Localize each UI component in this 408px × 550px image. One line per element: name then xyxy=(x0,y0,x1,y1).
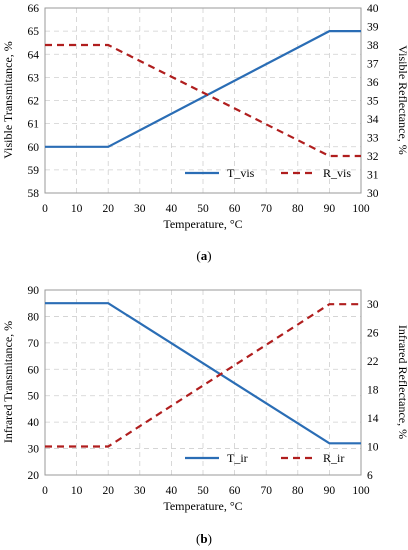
panel-label: (b) xyxy=(196,531,212,546)
chart-panel-1: 0 10 20 30 40 50 60 70 80 90 100 58 59 60 61 62 63 64 65 66… xyxy=(1,3,408,263)
legend-label-r_vis: R_vis xyxy=(323,166,351,180)
x-tick-label: 0 xyxy=(42,485,48,497)
x-tick-label: 70 xyxy=(260,485,272,497)
y-tick-label: 20 xyxy=(28,470,40,482)
x-tick-label: 60 xyxy=(229,203,241,215)
y2-tick-label: 38 xyxy=(367,40,379,52)
x-tick-label: 90 xyxy=(324,485,336,497)
y-axis-label: Visible Transmitance, % xyxy=(1,41,15,159)
y-tick-label: 63 xyxy=(28,72,40,84)
x-tick-label: 80 xyxy=(292,485,304,497)
y-tick-label: 90 xyxy=(28,285,40,297)
y2-tick-label: 30 xyxy=(367,299,379,311)
y2-tick-label: 22 xyxy=(367,356,379,368)
y-tick-label: 80 xyxy=(28,311,40,323)
x-tick-label: 40 xyxy=(166,203,178,215)
x-axis-label: Temperature, °C xyxy=(163,217,242,231)
y2-tick-label: 33 xyxy=(367,133,379,145)
series-line-t_ir xyxy=(45,302,361,445)
y2-tick-label: 36 xyxy=(367,77,379,89)
legend-label-r_ir: R_ir xyxy=(323,451,344,465)
series-line-t_vis xyxy=(45,30,361,148)
x-tick-label: 0 xyxy=(42,203,48,215)
y-tick-label: 60 xyxy=(28,142,40,154)
y2-axis-label: Infrared Reflectance, % xyxy=(396,325,408,439)
y2-tick-label: 35 xyxy=(367,96,379,108)
x-tick-label: 10 xyxy=(71,203,83,215)
x-tick-label: 80 xyxy=(292,203,304,215)
y-tick-label: 30 xyxy=(28,444,40,456)
chart-panel-2: 0 10 20 30 40 50 60 70 80 90 100 20 30 40 50 60 70 80 90 6 1… xyxy=(1,285,408,546)
y2-tick-label: 6 xyxy=(367,470,373,482)
y-tick-label: 65 xyxy=(28,26,40,38)
y-tick-label: 40 xyxy=(28,417,40,429)
x-tick-label: 100 xyxy=(352,485,370,497)
y2-tick-label: 40 xyxy=(367,3,379,15)
y-tick-label: 64 xyxy=(28,49,40,61)
x-tick-label: 30 xyxy=(134,203,146,215)
x-tick-label: 70 xyxy=(260,203,272,215)
y2-tick-label: 14 xyxy=(367,413,379,425)
series-line-r_ir xyxy=(45,303,361,448)
y2-tick-label: 18 xyxy=(367,385,379,397)
y2-tick-label: 26 xyxy=(367,328,379,340)
x-tick-label: 40 xyxy=(166,485,178,497)
x-tick-label: 10 xyxy=(71,485,83,497)
y2-tick-label: 39 xyxy=(367,22,379,34)
x-tick-label: 50 xyxy=(197,485,209,497)
y-tick-label: 60 xyxy=(28,364,40,376)
y2-axis-label: Visible Reflectance, % xyxy=(396,45,408,155)
y2-tick-label: 34 xyxy=(367,114,379,126)
x-axis-label: Temperature, °C xyxy=(163,499,242,513)
y-tick-label: 66 xyxy=(28,3,40,15)
plot-frame xyxy=(44,289,362,476)
y2-tick-label: 32 xyxy=(367,151,379,163)
y2-tick-label: 37 xyxy=(367,59,379,71)
y-tick-label: 61 xyxy=(28,119,40,131)
y-tick-label: 58 xyxy=(28,188,40,200)
legend-label-t_vis: T_vis xyxy=(227,166,255,180)
x-tick-label: 100 xyxy=(352,203,370,215)
x-tick-label: 30 xyxy=(134,485,146,497)
x-tick-label: 50 xyxy=(197,203,209,215)
y2-tick-label: 30 xyxy=(367,188,379,200)
x-tick-label: 20 xyxy=(102,203,114,215)
panel-label: (a) xyxy=(196,248,211,263)
y2-tick-label: 31 xyxy=(367,170,379,182)
y-tick-label: 59 xyxy=(28,165,40,177)
y2-tick-label: 10 xyxy=(367,442,379,454)
plot-frame xyxy=(44,7,362,194)
x-tick-label: 60 xyxy=(229,485,241,497)
y-axis-label: Infrared Transmitance, % xyxy=(1,321,15,443)
x-tick-label: 20 xyxy=(102,485,114,497)
y-tick-label: 50 xyxy=(28,391,40,403)
y-tick-label: 62 xyxy=(28,96,40,108)
legend-label-t_ir: T_ir xyxy=(227,451,248,465)
x-tick-label: 90 xyxy=(324,203,336,215)
series-line-r_vis xyxy=(45,43,361,158)
y-tick-label: 70 xyxy=(28,338,40,350)
